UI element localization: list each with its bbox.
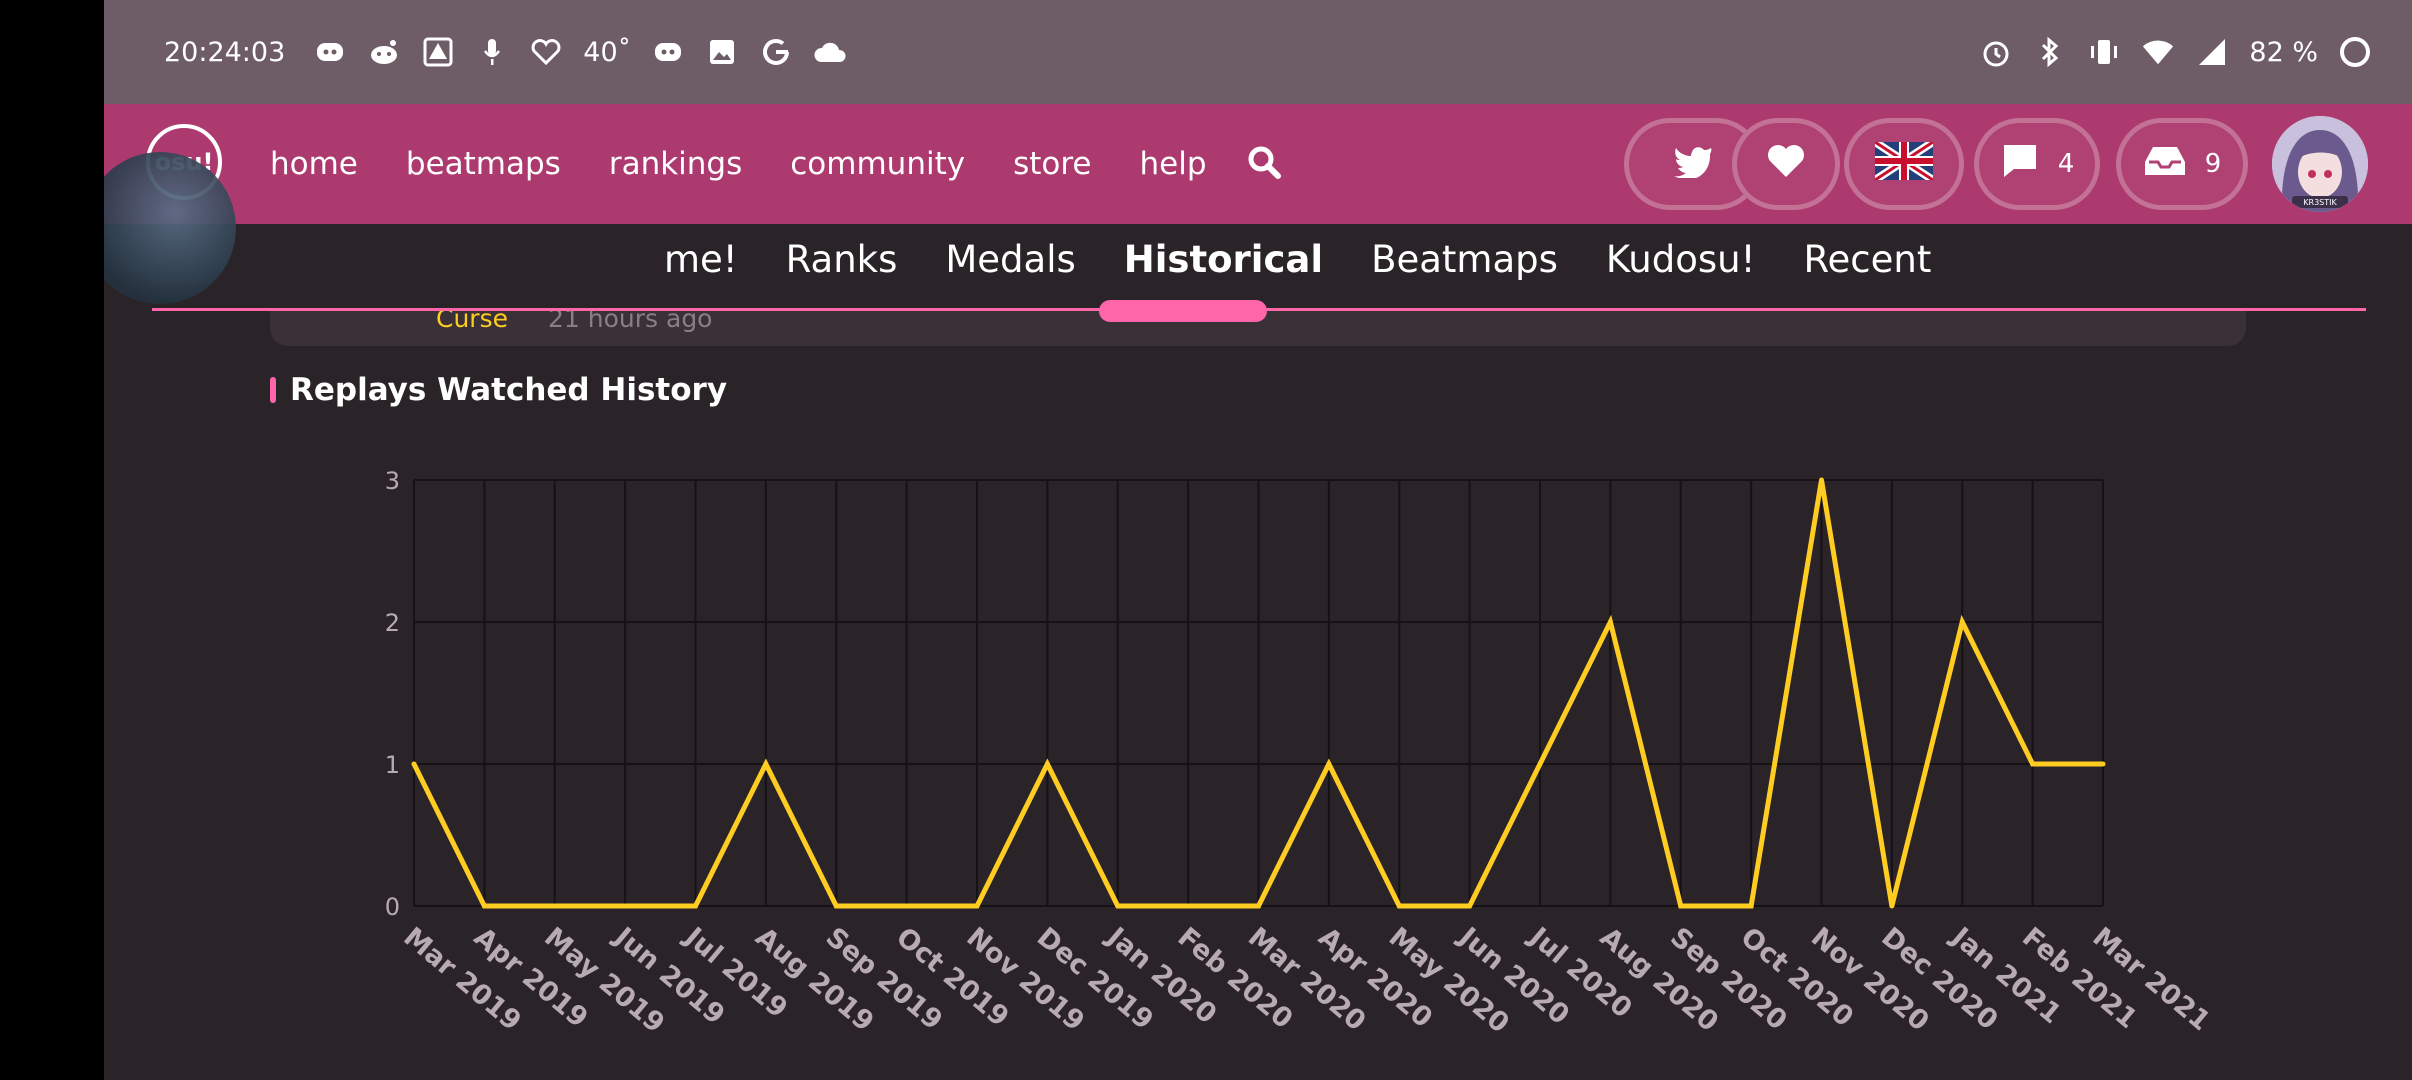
battery-percent: 82 % [2249,36,2318,68]
avatar-caption: KR3STIK [2303,198,2337,207]
section-accent [270,377,276,403]
microphone-icon [475,35,509,69]
chat-icon [2000,143,2040,186]
nav-help[interactable]: help [1139,146,1207,182]
data-point [833,903,839,909]
chat-count: 4 [2057,149,2075,179]
data-point [693,903,698,909]
tab-me[interactable]: me! [664,238,738,281]
wifi-icon [2141,35,2175,69]
inbox-icon [2143,144,2187,185]
data-point [1889,903,1895,909]
inbox-count: 9 [2204,149,2222,179]
twitter-icon [1673,144,1713,185]
data-point [1467,903,1473,909]
nav-links: home beatmaps rankings community store h… [270,104,1207,224]
data-point [1819,477,1824,483]
nav-beatmaps[interactable]: beatmaps [405,146,561,182]
y-tick-label: 2 [385,609,400,637]
inbox-button[interactable]: 9 [2116,118,2248,210]
battery-icon [2338,35,2372,69]
status-temperature: 40˚ [583,36,632,68]
data-point [1044,761,1050,767]
y-tick-label: 0 [385,893,400,921]
data-point [1185,903,1191,909]
profile-tabs-bg [152,224,2366,310]
discord-icon [651,35,685,69]
data-point [552,903,558,909]
nav-home[interactable]: home [270,146,358,182]
user-avatar[interactable]: KR3STIK [2272,116,2368,212]
nav-community[interactable]: community [790,146,966,182]
data-point [1678,903,1684,909]
data-point [411,761,417,767]
active-tab-indicator [1099,300,1267,322]
support-button[interactable] [1732,118,1840,210]
tab-historical[interactable]: Historical [1123,238,1324,281]
data-point [2030,761,2036,767]
data-point [904,903,910,909]
data-point [1748,903,1754,909]
app-icon [421,35,455,69]
data-point [622,903,628,909]
health-icon [529,35,563,69]
nav-store[interactable]: store [1013,146,1092,182]
image-icon [705,35,739,69]
tab-medals[interactable]: Medals [945,238,1076,281]
search-icon[interactable] [1246,144,1282,184]
twitter-button[interactable] [1624,118,1762,210]
section-title: Replays Watched History [290,372,728,408]
signal-icon [2195,35,2229,69]
tab-recent[interactable]: Recent [1803,238,1932,281]
y-tick-label: 1 [385,751,400,779]
nav-rankings[interactable]: rankings [608,146,743,182]
top-nav: osu! home beatmaps rankings community st… [104,104,2412,224]
data-point [481,903,487,909]
google-icon [759,35,793,69]
data-point [1959,619,1965,625]
y-tick-label: 3 [385,467,400,495]
alarm-icon [1979,35,2013,69]
tab-beatmaps[interactable]: Beatmaps [1371,238,1558,281]
screen: 20:24:03 40˚ [104,0,2412,1080]
tab-kudosu[interactable]: Kudosu! [1605,238,1756,281]
discord-icon [313,35,347,69]
status-bar: 20:24:03 40˚ [104,0,2412,104]
profile-tabs: me! Ranks Medals Historical Beatmaps Kud… [664,238,1931,281]
data-point [1256,903,1261,909]
data-point [1537,761,1543,767]
data-point [1326,761,1332,767]
tab-ranks[interactable]: Ranks [785,238,898,281]
section-header: Replays Watched History [270,372,727,408]
bluetooth-icon [2033,35,2067,69]
heart-icon [1766,143,1806,186]
pip-video-bubble[interactable] [104,152,236,304]
data-point [763,761,769,767]
data-point [1607,619,1613,625]
cloud-icon [813,35,847,69]
chat-button[interactable]: 4 [1974,118,2100,210]
screen-bezel [0,0,104,1080]
vibrate-icon [2087,35,2121,69]
data-point [974,903,980,909]
status-time: 20:24:03 [164,36,286,68]
data-point [1396,903,1402,909]
reddit-icon [367,35,401,69]
data-point [1115,903,1121,909]
uk-flag-icon [1872,138,1936,187]
language-button[interactable] [1844,118,1964,210]
data-point [2100,761,2106,767]
